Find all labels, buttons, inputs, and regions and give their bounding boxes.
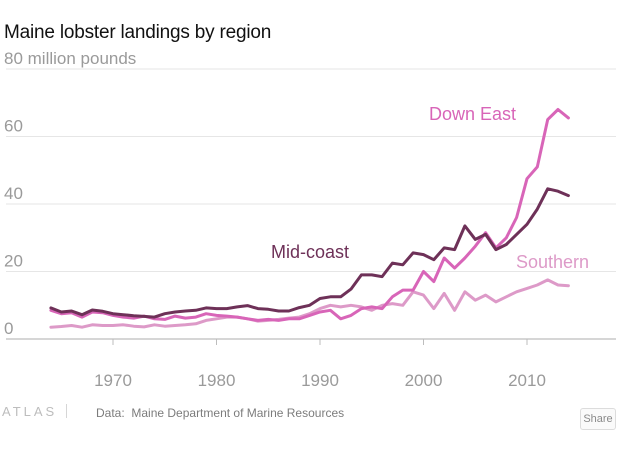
source-label: Data: [96, 406, 125, 420]
y-tick-label-80: 80 million pounds [4, 49, 136, 68]
atlas-logo: ATLAS [2, 404, 58, 419]
logo-divider [66, 404, 67, 418]
series-label-southern: Southern [516, 252, 589, 272]
source-text: Maine Department of Marine Resources [131, 406, 345, 420]
y-tick-label-60: 60 [4, 117, 23, 136]
series-line-down-east [49, 108, 570, 322]
x-tick-label-1980: 1980 [198, 371, 236, 390]
y-tick-label-40: 40 [4, 184, 23, 203]
series-lines [49, 108, 570, 329]
x-tick-label-1970: 1970 [94, 371, 132, 390]
source-note: Data: Maine Department of Marine Resourc… [96, 406, 344, 420]
x-tick-label-2010: 2010 [508, 371, 546, 390]
series-label-mid-coast: Mid-coast [271, 242, 349, 262]
series-labels: Down East Mid-coast Southern [271, 104, 589, 272]
share-button[interactable]: Share [580, 408, 616, 430]
y-tick-label-0: 0 [4, 319, 13, 338]
x-tick-label-1990: 1990 [301, 371, 339, 390]
tick-labels: 0 20 40 60 80 million pounds 1970 1980 1990 2000… [4, 49, 546, 390]
series-line-mid-coast [49, 187, 570, 319]
series-label-down-east: Down East [429, 104, 516, 124]
series-line-southern [49, 278, 570, 329]
gridlines [6, 68, 616, 345]
chart-title: Maine lobster landings by region [4, 22, 272, 43]
x-tick-label-2000: 2000 [405, 371, 443, 390]
y-tick-label-20: 20 [4, 252, 23, 271]
